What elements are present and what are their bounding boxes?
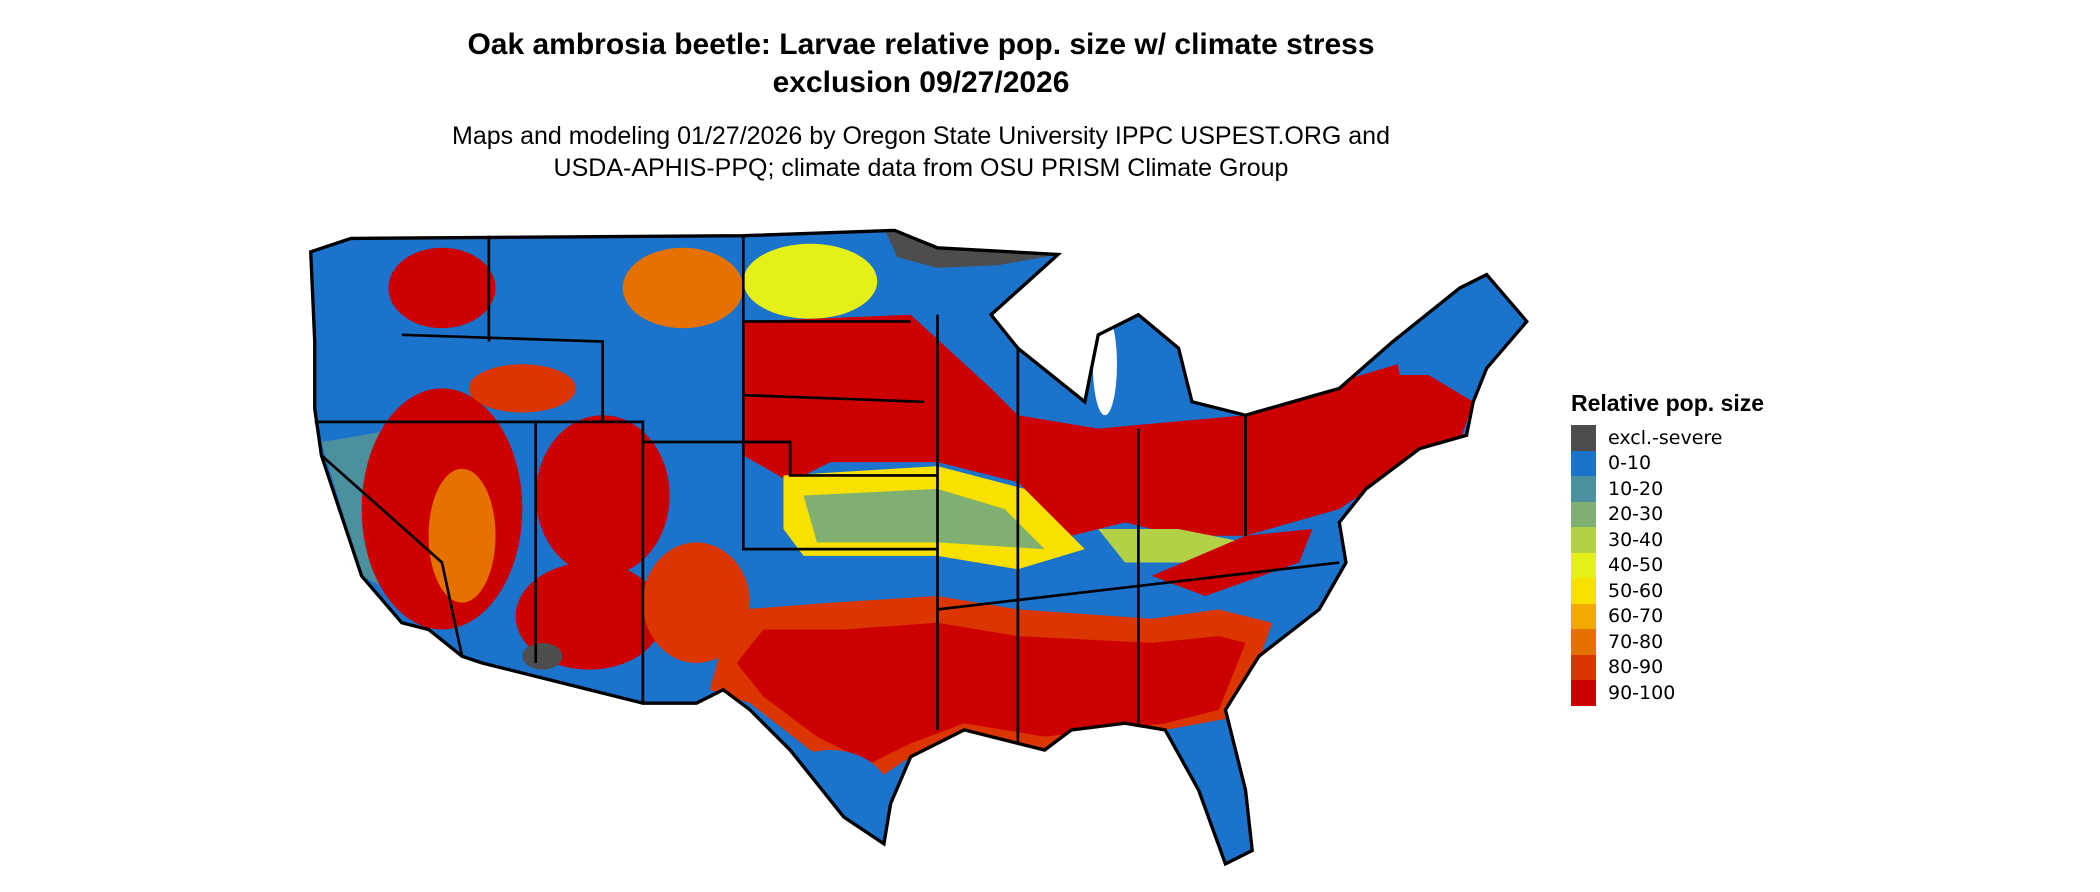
- legend-swatch: [1571, 501, 1596, 527]
- legend-label: 90-100: [1608, 681, 1676, 704]
- map-subtitle-line-2: USDA-APHIS-PPQ; climate data from OSU PR…: [553, 154, 1289, 182]
- legend-swatch: [1571, 654, 1596, 680]
- legend-item: 50-60: [1571, 578, 1764, 604]
- state-borders: [314, 235, 1340, 744]
- region-central-band-green: [803, 488, 1045, 550]
- legend-items: excl.-severe 0-10 10-20 20-30 30-40 40-50 50-6…: [1571, 425, 1764, 706]
- region-dakota-yellow: [743, 243, 878, 319]
- legend-item: 70-80: [1571, 629, 1764, 655]
- legend-swatch: [1571, 578, 1596, 604]
- region-florida-blue: [1198, 750, 1253, 858]
- us-outline: [308, 228, 1529, 867]
- legend-label: 70-80: [1608, 630, 1664, 653]
- region-new-england-blue: [1392, 274, 1527, 376]
- legend-swatch: [1571, 552, 1596, 578]
- map-title: Oak ambrosia beetle: Larvae relative pop…: [300, 26, 1542, 102]
- legend-swatch: [1571, 603, 1596, 629]
- legend-item: 30-40: [1571, 527, 1764, 553]
- region-oregon-red: [468, 364, 576, 413]
- legend-label: 10-20: [1608, 477, 1664, 500]
- legend-item: 80-90: [1571, 654, 1764, 680]
- region-nevada-orange: [428, 468, 496, 603]
- map-title-line-1: Oak ambrosia beetle: Larvae relative pop…: [467, 28, 1375, 61]
- border-line: [741, 235, 938, 551]
- region-arizona-red: [515, 562, 663, 670]
- map-subtitle: Maps and modeling 01/27/2026 by Oregon S…: [300, 120, 1542, 184]
- border-line: [320, 454, 464, 657]
- legend-title: Relative pop. size: [1571, 390, 1765, 416]
- legend-item: 90-100: [1571, 680, 1764, 706]
- legend-item: excl.-severe: [1571, 425, 1764, 451]
- border-line: [743, 393, 925, 404]
- legend-label: excl.-severe: [1608, 426, 1723, 449]
- legend-item: 0-10: [1571, 450, 1764, 476]
- legend-item: 40-50: [1571, 552, 1764, 578]
- legend-item: 20-30: [1571, 501, 1764, 527]
- legend-item: 10-20: [1571, 476, 1764, 502]
- region-northeast-red: [1245, 361, 1474, 496]
- map-title-line-2: exclusion 09/27/2026: [772, 66, 1070, 99]
- legend-label: 60-70: [1608, 605, 1664, 628]
- border-line: [401, 333, 605, 422]
- legend: Relative pop. size excl.-severe 0-10 10-20…: [1571, 390, 1764, 706]
- legend-label: 30-40: [1608, 528, 1664, 551]
- legend-label: 50-60: [1608, 579, 1664, 602]
- legend-label: 80-90: [1608, 656, 1664, 679]
- legend-swatch: [1571, 476, 1596, 502]
- region-idaho-red: [388, 247, 496, 329]
- region-excl-arizona: [522, 642, 563, 670]
- legend-label: 20-30: [1608, 503, 1664, 526]
- legend-swatch: [1571, 527, 1596, 553]
- legend-swatch: [1571, 425, 1596, 451]
- region-texas-coast-blue: [770, 750, 891, 844]
- region-central-red: [743, 314, 1460, 536]
- border-line: [314, 420, 938, 477]
- map-subtitle-line-1: Maps and modeling 01/27/2026 by Oregon S…: [452, 122, 1390, 150]
- legend-swatch: [1571, 629, 1596, 655]
- legend-label: 0-10: [1608, 452, 1652, 475]
- region-utah-red: [535, 415, 670, 576]
- legend-label: 40-50: [1608, 554, 1664, 577]
- legend-swatch: [1571, 680, 1596, 706]
- legend-item: 60-70: [1571, 603, 1764, 629]
- region-montana-orange: [622, 247, 744, 329]
- legend-swatch: [1571, 450, 1596, 476]
- region-nm-red: [642, 542, 750, 663]
